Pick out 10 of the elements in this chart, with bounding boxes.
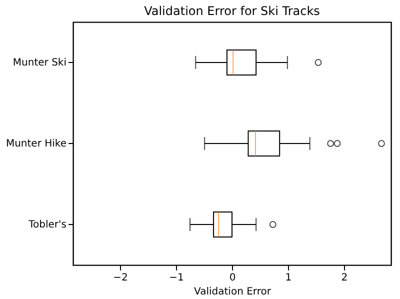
x-axis-title: Validation Error [194,286,272,298]
y-tick-label: Munter Hike [6,138,66,150]
y-tick-label: Tobler's [28,220,66,230]
x-tick-label: 2 [341,272,348,284]
x-tick-label: −1 [169,272,184,284]
x-tick-label: −2 [113,272,128,284]
x-tick-label: 0 [229,272,236,284]
x-tick-label: 1 [285,272,292,284]
chart-title: Validation Error for Ski Tracks [144,4,320,18]
y-tick-label: Munter Ski [12,58,66,68]
